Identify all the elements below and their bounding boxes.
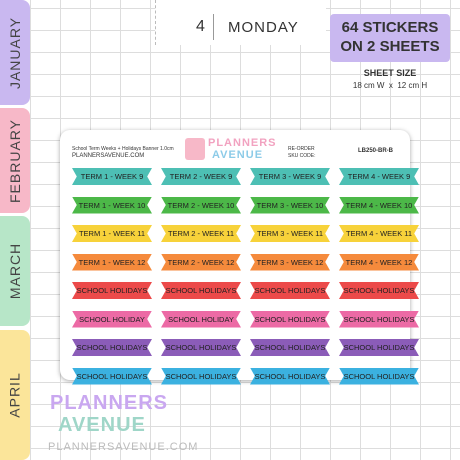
sticker: SCHOOL HOLIDAY (161, 310, 241, 328)
month-label: MARCH (7, 242, 23, 300)
footer-website: PLANNERSAVENUE.COM (48, 441, 199, 453)
month-label: FEBRUARY (7, 118, 24, 203)
sticker: SCHOOL HOLIDAYS (161, 367, 241, 385)
month-label: JANUARY (7, 16, 23, 89)
sticker: TERM 2 - WEEK 9 (161, 168, 241, 185)
sticker: TERM 3 - WEEK 11 (250, 225, 330, 242)
month-tab: MARCH (0, 216, 30, 326)
month-tab: FEBRUARY (0, 108, 30, 213)
sheet-logo: AVENUE (212, 149, 264, 161)
sticker: TERM 4 - WEEK 12 (339, 253, 419, 271)
sku: LB250-BR-B (358, 148, 394, 154)
sheet-website: PLANNERSAVENUE.COM (72, 153, 145, 159)
sticker: TERM 1 - WEEK 12 (72, 253, 152, 271)
sticker: SCHOOL HOLIDAYS (72, 282, 152, 299)
day-number: 4 (196, 18, 205, 35)
sticker: TERM 4 - WEEK 9 (339, 168, 419, 185)
month-tab: APRIL (0, 330, 30, 460)
reorder: RE-ORDER (288, 146, 315, 152)
divider (213, 14, 214, 40)
sheet-description: School Term Weeks + Holidays Banner 1.0c… (72, 146, 174, 152)
day-name: MONDAY (228, 19, 299, 36)
sticker: SCHOOL HOLIDAYS (339, 367, 419, 385)
sticker: TERM 1 - WEEK 10 (72, 196, 152, 214)
sku-label: SKU CODE: (288, 153, 316, 159)
sticker: TERM 1 - WEEK 9 (72, 168, 152, 185)
sticker: SCHOOL HOLIDAY (72, 310, 152, 328)
footer-logo: PLANNERS (50, 392, 169, 414)
sticker: TERM 3 - WEEK 9 (250, 168, 330, 185)
sticker: SCHOOL HOLIDAYS (161, 282, 241, 299)
sticker: TERM 2 - WEEK 12 (161, 253, 241, 271)
sticker: TERM 3 - WEEK 10 (250, 196, 330, 214)
sticker: SCHOOL HOLIDAYS (72, 339, 152, 356)
planner-header (155, 0, 326, 45)
badge-line: ON 2 SHEETS (340, 38, 440, 55)
sticker: TERM 4 - WEEK 11 (339, 225, 419, 242)
badge-line: 64 STICKERS (341, 19, 439, 36)
sticker: TERM 2 - WEEK 11 (161, 225, 241, 242)
footer-logo: AVENUE (58, 414, 146, 436)
sticker: TERM 1 - WEEK 11 (72, 225, 152, 242)
badge (330, 14, 450, 62)
sticker: SCHOOL HOLIDAYS (250, 282, 330, 299)
sticker: SCHOOL HOLIDAYS (250, 310, 330, 328)
logo-icon (185, 138, 205, 160)
sticker: SCHOOL HOLIDAYS (339, 310, 419, 328)
size-value: 18 cm W x 12 cm H (352, 81, 428, 90)
sticker: TERM 3 - WEEK 12 (250, 253, 330, 271)
sheet-logo: PLANNERS (208, 137, 277, 149)
month-label: APRIL (7, 372, 23, 418)
size-label: SHEET SIZE (363, 68, 417, 78)
month-tab: JANUARY (0, 0, 30, 105)
sticker: SCHOOL HOLIDAYS (72, 367, 152, 385)
sticker: SCHOOL HOLIDAYS (161, 339, 241, 356)
sticker: TERM 2 - WEEK 10 (161, 196, 241, 214)
sticker: SCHOOL HOLIDAYS (250, 339, 330, 356)
sticker-sheet: School Term Weeks + Holidays Banner 1.0c… (60, 130, 419, 385)
sticker: SCHOOL HOLIDAYS (339, 339, 419, 356)
sticker: SCHOOL HOLIDAYS (250, 367, 330, 385)
sticker: SCHOOL HOLIDAYS (339, 282, 419, 299)
sticker: TERM 4 - WEEK 10 (339, 196, 419, 214)
